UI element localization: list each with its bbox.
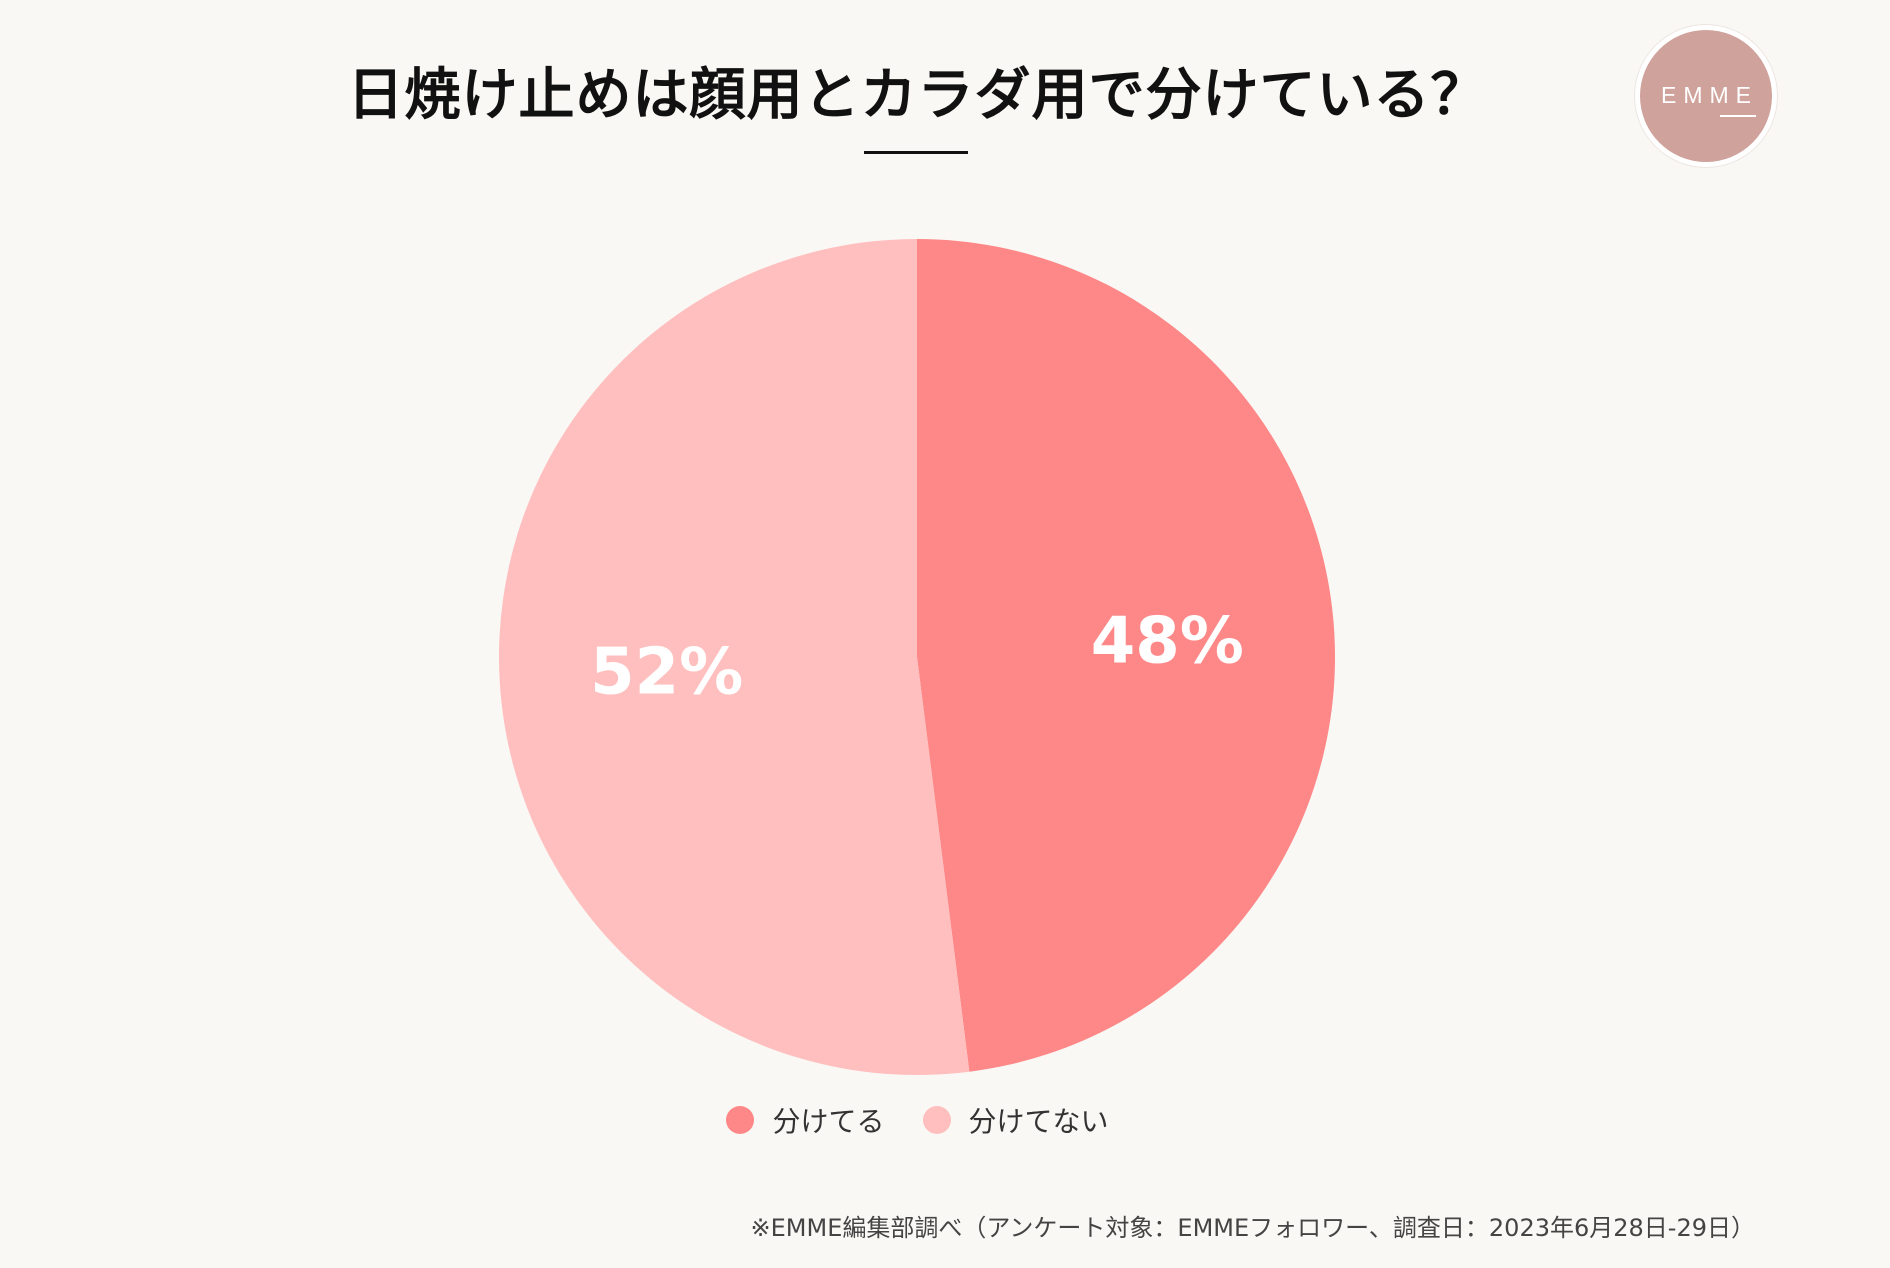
logo-badge: EMME (1640, 30, 1772, 162)
logo-text: EMME (1661, 82, 1758, 108)
legend-item-wakete-nai: 分けてない (922, 1100, 1109, 1140)
logo-underline (1720, 115, 1756, 117)
legend: 分けてる 分けてない (0, 1100, 1835, 1140)
legend-item-wakete-ru: 分けてる (726, 1100, 885, 1140)
legend-label: 分けてない (968, 1105, 1109, 1138)
legend-swatch (922, 1106, 951, 1134)
emme-logo: EMME (1635, 25, 1777, 167)
chart-title: 日焼け止めは顔用とカラダ用で分けている？ (347, 63, 1488, 128)
pie-slice-1 (499, 239, 970, 1075)
legend-label: 分けてる (772, 1105, 885, 1138)
pie-slice-0 (917, 239, 1336, 1072)
pie-slice-label-1: 52% (590, 636, 743, 710)
legend-swatch (726, 1106, 755, 1134)
pie-slice-label-0: 48% (1091, 604, 1244, 678)
source-footnote: ※EMME編集部調べ（アンケート対象：EMMEフォロワー、調査日：2023年6月… (750, 1214, 1755, 1242)
title-underline (864, 151, 968, 154)
